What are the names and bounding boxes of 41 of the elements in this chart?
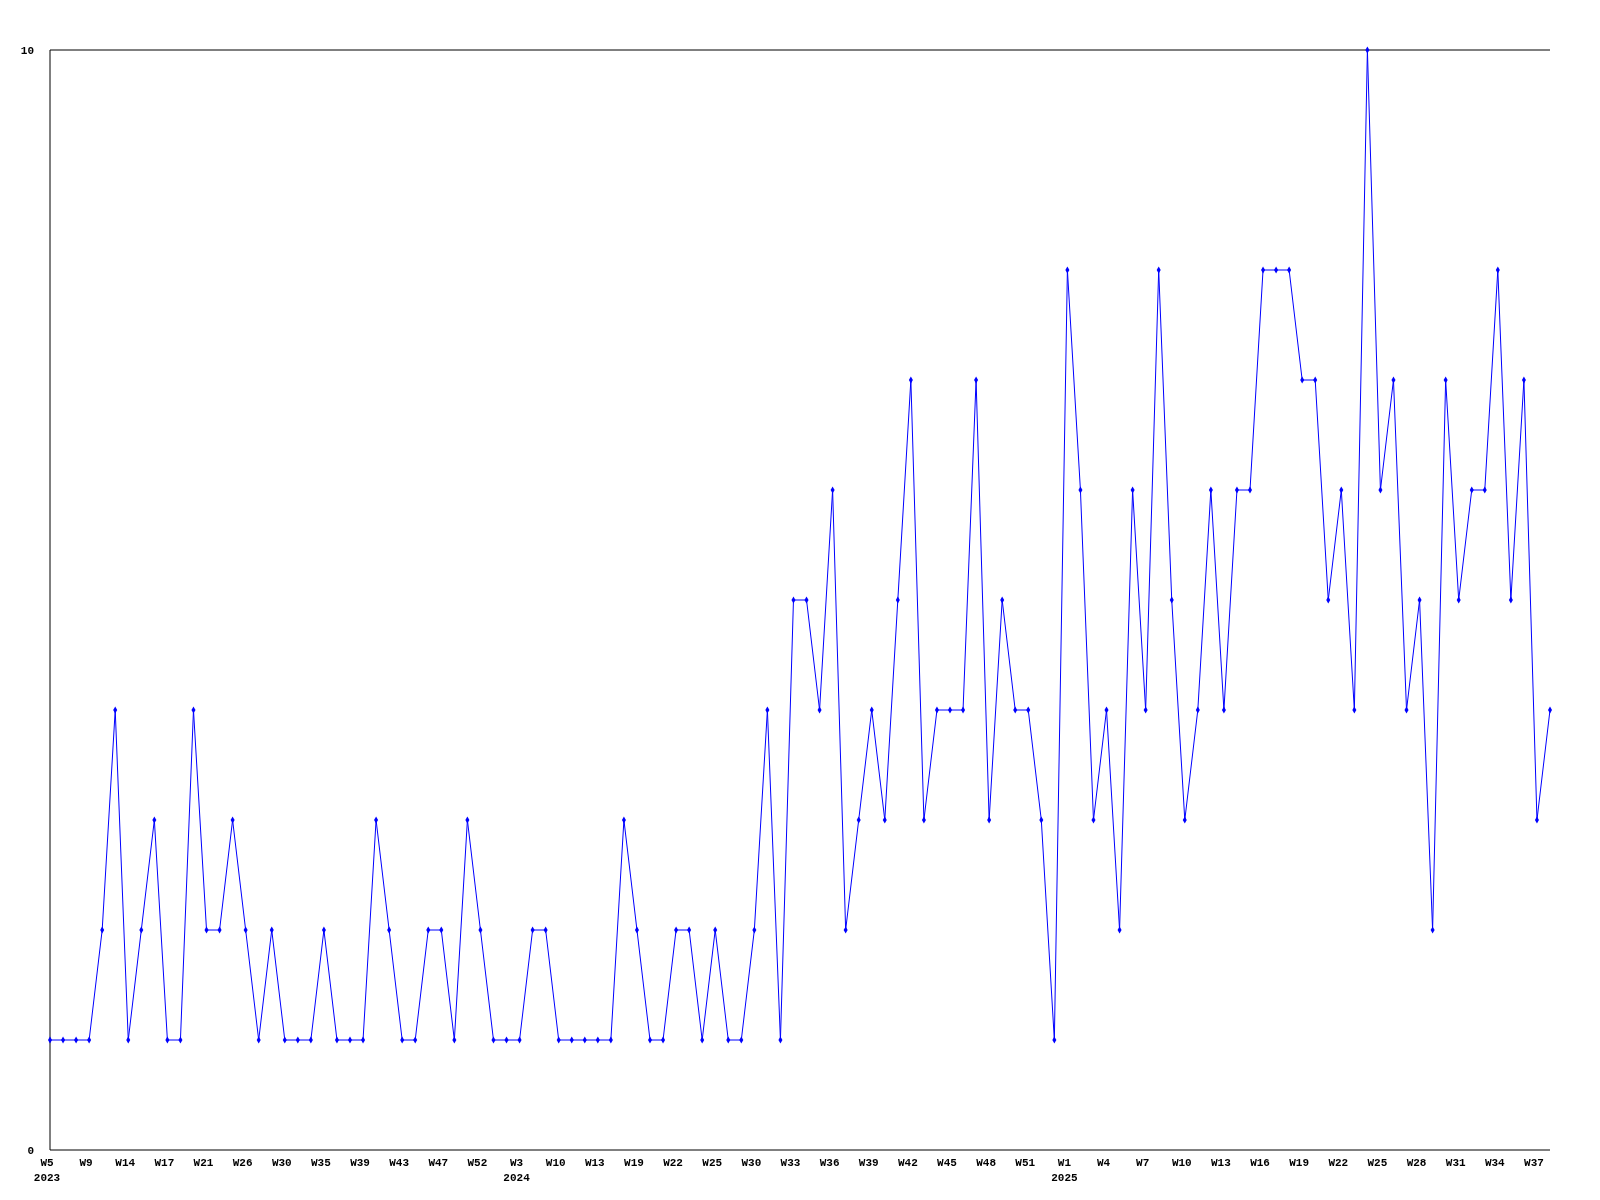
x-tick-label: W25 <box>702 1157 723 1169</box>
x-tick-label: W42 <box>897 1157 918 1169</box>
x-tick-label: W7 <box>1136 1157 1150 1169</box>
x-tick-label: W45 <box>937 1157 958 1169</box>
x-tick-label: W21 <box>193 1157 214 1169</box>
x-tick-label: W5 2023 <box>33 1157 61 1184</box>
x-tick-label: W10 <box>545 1157 566 1169</box>
x-tick-label: W1 2025 <box>1051 1157 1078 1184</box>
x-tick-label: W17 <box>154 1157 175 1169</box>
x-tick-label: W10 <box>1171 1157 1192 1169</box>
x-tick-label: W13 <box>584 1157 606 1169</box>
x-tick-label: W34 <box>1484 1157 1506 1169</box>
x-tick-label: W33 <box>780 1157 801 1169</box>
x-tick-label: W3 2024 <box>503 1157 531 1184</box>
x-tick-label: W39 <box>350 1157 370 1169</box>
x-tick-label: W19 <box>1289 1157 1310 1169</box>
x-tick-label: W51 <box>1015 1157 1036 1169</box>
y-tick-label: 0 <box>27 1144 34 1157</box>
x-tick-label: W14 <box>115 1157 136 1169</box>
x-tick-label: W35 <box>311 1157 332 1169</box>
x-tick-label: W4 <box>1096 1157 1111 1169</box>
x-tick-label: W31 <box>1445 1157 1466 1169</box>
y-tick-label: 10 <box>20 44 34 57</box>
x-tick-label: W13 <box>1211 1157 1232 1169</box>
x-tick-label: W16 <box>1250 1157 1270 1169</box>
x-tick-label: W25 <box>1367 1157 1388 1169</box>
x-tick-label: W9 <box>79 1157 93 1169</box>
x-tick-label: W52 <box>467 1157 488 1169</box>
x-tick-label: W22 <box>1328 1157 1349 1169</box>
x-tick-label: W28 <box>1406 1157 1427 1169</box>
x-tick-label: W47 <box>428 1157 449 1169</box>
x-tick-label: W43 <box>389 1157 410 1169</box>
x-tick-label: W26 <box>232 1157 253 1169</box>
x-tick-label: W36 <box>819 1157 840 1169</box>
x-tick-label: W30 <box>741 1157 762 1169</box>
x-tick-label: W37 <box>1524 1157 1544 1169</box>
x-tick-label: W30 <box>271 1157 292 1169</box>
x-tick-label: W39 <box>858 1157 879 1169</box>
x-tick-label: W48 <box>976 1157 997 1169</box>
x-tick-label: W22 <box>663 1157 683 1169</box>
x-tick-label: W19 <box>624 1157 644 1169</box>
